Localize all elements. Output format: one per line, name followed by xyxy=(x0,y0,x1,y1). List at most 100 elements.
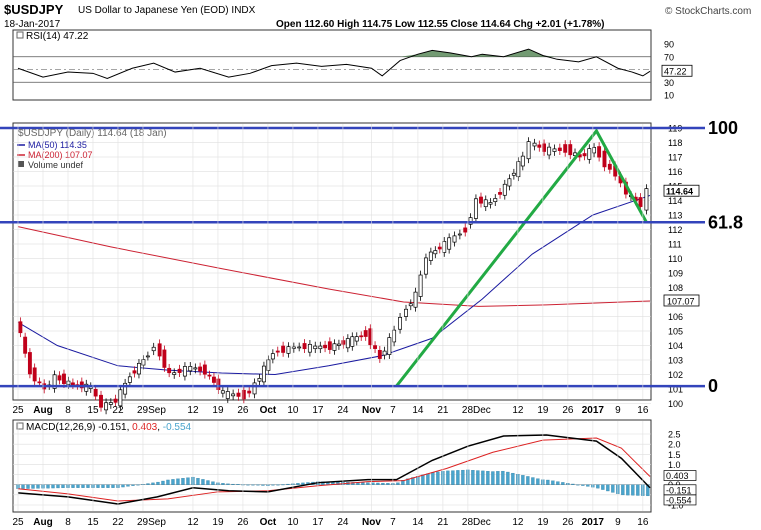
candle-body xyxy=(145,355,150,358)
macd-hist-bar xyxy=(176,478,180,485)
price-candle xyxy=(27,348,32,379)
macd-hist-bar xyxy=(481,470,485,485)
price-candle xyxy=(537,140,542,152)
date-label: Nov xyxy=(362,517,381,528)
candle-body xyxy=(563,144,568,153)
candle-body xyxy=(57,375,62,381)
price-candle xyxy=(373,341,378,353)
price-candle xyxy=(291,342,296,353)
price-tick-label: 113 xyxy=(668,211,682,221)
candle-body xyxy=(359,335,364,338)
volume-legend: Volume undef xyxy=(28,160,84,170)
macd-hist-bar xyxy=(361,482,365,485)
candle-body xyxy=(302,343,307,350)
date-label: 16 xyxy=(637,517,649,528)
candle-body xyxy=(104,402,109,411)
macd-hist-bar xyxy=(61,484,65,489)
price-candle xyxy=(225,387,230,403)
candle-body xyxy=(363,330,368,337)
candle-body xyxy=(62,373,66,384)
macd-legend-value: MACD(12,26,9) -0.151, xyxy=(26,422,132,433)
date-label: Oct xyxy=(260,517,277,528)
price-tick-label: 111 xyxy=(668,240,682,250)
date-label: 25 xyxy=(12,405,24,416)
price-candle xyxy=(350,332,355,351)
date-label: 10 xyxy=(287,405,299,416)
date-label: 12 xyxy=(512,517,524,528)
rsi-tick-label: 90 xyxy=(664,40,674,50)
price-candle xyxy=(363,326,368,341)
macd-hist-bar xyxy=(486,471,490,485)
macd-tick-label: 1.5 xyxy=(668,450,681,460)
candle-body xyxy=(162,349,167,368)
macd-hist-bar xyxy=(461,469,465,485)
price-candle xyxy=(488,198,493,209)
price-candle xyxy=(211,372,216,387)
candle-body xyxy=(151,346,156,352)
macd-legend: MACD(12,26,9) -0.151, 0.403, -0.554 xyxy=(16,422,192,433)
ma200-tag xyxy=(663,294,700,307)
date-label: 22 xyxy=(112,405,124,416)
watermark: © StockCharts.com xyxy=(665,6,751,17)
price-candle xyxy=(582,149,587,161)
macd-hist-bar xyxy=(626,484,630,496)
price-candle xyxy=(592,143,597,158)
candle-body xyxy=(291,346,296,349)
price-candle xyxy=(408,299,413,311)
price-candle xyxy=(547,142,552,160)
candle-body xyxy=(241,389,246,400)
macd-legend-signal: 0.403 xyxy=(132,422,157,433)
candle-body xyxy=(332,343,337,351)
candle-body xyxy=(382,350,387,356)
macd-hist-bar xyxy=(421,474,425,485)
macd-hist-bar xyxy=(456,470,460,485)
date-label: Nov xyxy=(362,405,381,416)
price-candle xyxy=(345,334,350,353)
price-candle xyxy=(99,390,103,412)
price-candle xyxy=(607,159,612,174)
candle-body xyxy=(345,338,350,349)
macd-hist-bar xyxy=(151,482,155,485)
macd-hist-bar xyxy=(411,477,415,485)
price-candle xyxy=(32,363,37,386)
price-candle xyxy=(137,358,141,379)
macd-hist-bar xyxy=(276,484,280,486)
price-candle xyxy=(216,374,221,395)
symbol-description: US Dollar to Japanese Yen (EOD) INDX xyxy=(78,5,256,16)
price-candle xyxy=(542,139,547,156)
macd-hist-bar xyxy=(366,482,370,485)
macd-hist-bar xyxy=(251,484,255,486)
candle-body xyxy=(418,274,423,297)
candle-body xyxy=(286,346,291,354)
date-label: 29Sep xyxy=(137,517,166,528)
macd-hist-bar xyxy=(166,479,170,485)
candle-body xyxy=(473,198,478,219)
candle-body xyxy=(387,337,392,355)
date-label: 12 xyxy=(187,405,199,416)
ma50-legend: MA(50) 114.35 xyxy=(28,140,87,150)
macd-hist-bar xyxy=(56,484,60,489)
price-candle xyxy=(84,379,89,396)
price-candle xyxy=(557,143,562,155)
macd-hist-bar xyxy=(371,482,375,485)
macd-hist-bar xyxy=(236,484,240,485)
macd-lines xyxy=(17,434,651,505)
candle-body xyxy=(373,345,378,349)
candle-body xyxy=(433,250,438,255)
macd-hist-bar xyxy=(531,477,535,485)
date-label: 19 xyxy=(212,517,224,528)
price-tick-label: 109 xyxy=(668,269,683,279)
price-candle xyxy=(286,342,291,358)
price-candle xyxy=(151,342,156,356)
macd-hist-bar xyxy=(186,477,190,485)
candle-body xyxy=(526,141,531,160)
macd-value-tag xyxy=(663,494,697,506)
rsi-current-tag xyxy=(661,64,693,77)
price-candle xyxy=(413,287,418,312)
price-candle xyxy=(447,233,452,254)
macd-tick-label: 1.0 xyxy=(668,460,681,470)
macd-hist-bar xyxy=(406,478,410,485)
price-tick-label: 114 xyxy=(668,196,682,206)
candle-body xyxy=(118,389,123,407)
